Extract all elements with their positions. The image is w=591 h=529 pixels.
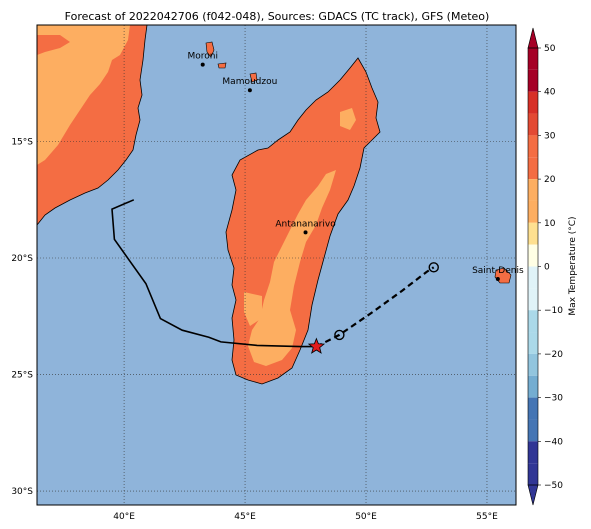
madagascar-north-warm-patch [340,108,356,130]
colorbar-tick-label: 10 [544,219,556,229]
colorbar-tick-label: 30 [544,131,556,141]
colorbar-band [528,397,538,420]
colorbar-tick-label: −20 [544,350,563,360]
forecast-position-marker [334,329,345,341]
madagascar-highlands [248,170,336,366]
city-dot [200,62,205,67]
colorbar-band [528,441,538,464]
x-tick-label: 45°E [234,512,256,522]
colorbar-band [528,157,538,180]
x-tick-label: 50°E [355,512,377,522]
city-label: Moroni [187,52,218,62]
y-tick-label: 30°S [11,487,33,497]
colorbar-band [528,244,538,267]
city-label: Saint-Denis [472,266,524,276]
city-label: Antananarivo [275,219,336,229]
colorbar-label: Max Temperature (°C) [568,216,578,315]
y-tick-label: 15°S [11,138,33,148]
forecast-position-marker [428,262,439,273]
colorbar-tick-label: 0 [544,263,550,273]
observed-track-line [111,199,313,348]
colorbar-band [528,179,538,201]
map-title: Forecast of 2022042706 (f042-048), Sourc… [65,10,490,23]
x-tick-label: 40°E [113,512,135,522]
colorbar-band [528,375,538,398]
colorbar-band [528,463,538,485]
x-axis-ticks: 40°E 45°E 50°E 55°E [113,512,498,522]
colorbar-band [528,48,538,70]
colorbar-band [528,91,538,114]
colorbar-band [528,288,538,311]
city-dot [303,230,308,235]
y-tick-label: 25°S [11,371,33,381]
colorbar-tick-label: −40 [544,437,563,447]
colorbar-band [528,222,538,245]
map-frame [36,24,517,506]
colorbar-tick-label: −30 [544,394,563,404]
colorbar-min-extension [527,484,539,506]
colorbar-band [528,113,538,136]
graticule [37,25,516,505]
comoros-island [205,41,215,58]
map-panel: Moroni Mamoudzou Antananarivo Saint-Denis [36,24,524,506]
africa-warm-zone [37,25,130,165]
y-axis-ticks: 15°S 20°S 25°S 30°S [11,138,33,498]
colorbar-band [528,332,538,354]
city-labels: Moroni Mamoudzou Antananarivo Saint-Denis [187,52,524,281]
city-dot [247,88,252,93]
x-tick-label: 55°E [476,512,498,522]
storm-track [111,199,439,354]
colorbar-band [528,419,538,442]
y-tick-label: 20°S [11,254,33,264]
colorbar: 50 40 30 20 10 0 −10 −20 −30 −40 −50 [527,27,563,506]
colorbar-tick-label: 20 [544,175,556,185]
land-layer [37,25,512,385]
colorbar-band [528,310,538,333]
city-dot [495,276,500,281]
colorbar-max-extension [527,27,539,49]
anjouan-island [217,62,227,69]
colorbar-tick-label: 50 [544,44,556,54]
madagascar-west-warm-patch [244,292,262,326]
mayotte-island [249,72,258,83]
current-position-star [307,337,326,354]
colorbar-tick-label: −10 [544,306,563,316]
city-label: Mamoudzou [222,77,277,87]
colorbar-band [528,69,538,92]
colorbar-tick-label: 40 [544,88,556,98]
colorbar-band [528,353,538,376]
africa-coastal-hot-strip [37,35,70,55]
colorbar-tick-label: −50 [544,481,563,491]
colorbar-band [528,266,538,289]
colorbar-band [528,200,538,223]
colorbar-band [528,135,538,158]
